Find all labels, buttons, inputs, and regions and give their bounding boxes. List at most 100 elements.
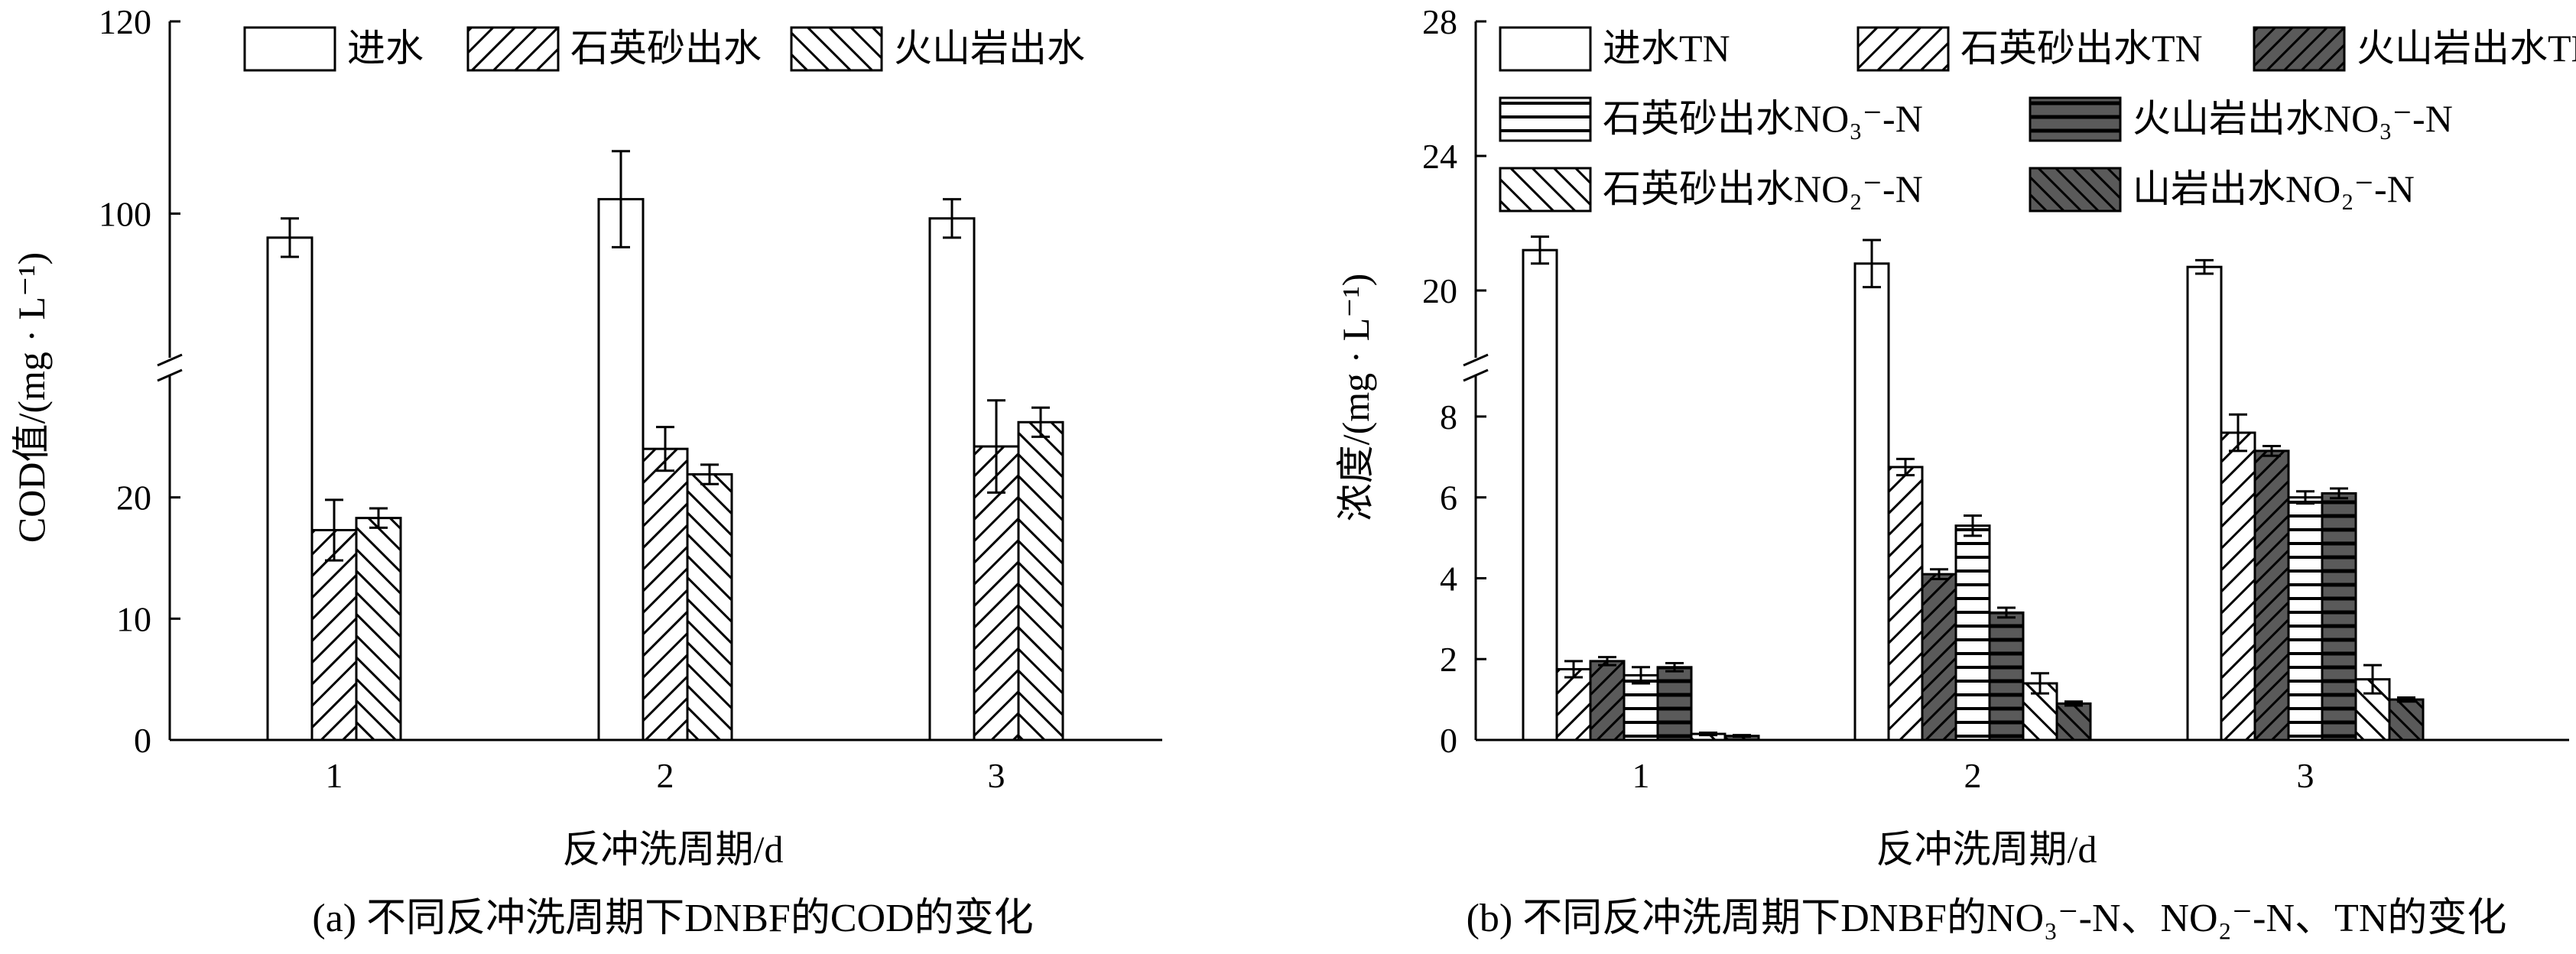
y-tick-label: 0 xyxy=(1440,721,1457,760)
panel-b-legend: 进水TN 石英砂出水TN 火山岩出水TN 石英砂出水NO₃⁻-N 火山岩出水NO₃⁻-N… xyxy=(1499,26,2576,213)
axis-break-mark xyxy=(157,353,183,367)
bar xyxy=(1921,573,1957,741)
error-bar xyxy=(1964,514,1982,537)
bar xyxy=(686,473,733,741)
panel-a-axes: 0 10 20 100 120 1 2 3 xyxy=(99,2,1162,795)
error-bar xyxy=(2064,700,2083,707)
legend-swatch xyxy=(1499,26,1592,72)
legend-item: 石英砂出水 xyxy=(466,26,762,72)
legend-item: 石英砂出水TN xyxy=(1856,26,2203,72)
error-bar xyxy=(1598,656,1616,667)
panel-a-legend: 进水 石英砂出水 火山岩出水 xyxy=(243,26,1085,72)
legend-label: 石英砂出水TN xyxy=(1960,27,2203,70)
legend-item: 山岩出水NO₂⁻-N xyxy=(2029,167,2415,213)
error-bar xyxy=(1733,734,1751,738)
error-bar xyxy=(2263,444,2281,457)
bar xyxy=(1017,420,1064,741)
y-tick-label: 100 xyxy=(99,194,151,233)
legend-item: 进水 xyxy=(243,26,424,72)
bar xyxy=(2220,431,2256,741)
x-tick-label: 2 xyxy=(1964,756,1982,795)
bar xyxy=(1589,660,1626,741)
bar xyxy=(1555,667,1592,741)
error-bar xyxy=(1564,660,1583,679)
error-bar xyxy=(2363,664,2382,695)
legend-label: 山岩出水NO₂⁻-N xyxy=(2133,167,2415,210)
panel-a-caption: (a) 不同反冲洗周期下DNBF的COD的变化 xyxy=(312,897,1033,940)
y-tick-label: 0 xyxy=(134,721,151,760)
legend-item: 火山岩出水 xyxy=(790,26,1085,72)
error-bar xyxy=(2296,490,2315,505)
x-tick-label: 1 xyxy=(1632,756,1650,795)
y-tick-label: 8 xyxy=(1440,398,1457,436)
bar xyxy=(2186,265,2223,741)
panel-b-ylabel: 浓度/(mg · L⁻¹) xyxy=(1334,274,1377,522)
legend-label: 石英砂出水 xyxy=(570,27,762,70)
error-bar xyxy=(2397,696,2415,703)
x-tick-label: 3 xyxy=(988,756,1005,795)
error-bar xyxy=(2229,413,2247,453)
legend-label: 火山岩出水NO₃⁻-N xyxy=(2133,97,2453,140)
x-tick-label: 1 xyxy=(326,756,343,795)
error-bar xyxy=(369,507,388,529)
error-bar xyxy=(2330,487,2348,500)
y-tick-label: 20 xyxy=(1422,271,1457,310)
error-bar xyxy=(1997,606,2016,619)
y-tick-label: 20 xyxy=(116,479,151,518)
bar xyxy=(310,529,358,741)
y-tick-label: 6 xyxy=(1440,479,1457,518)
panel-b-xlabel: 反冲洗周期/d xyxy=(1876,828,2097,871)
panel-a: 0 10 20 100 120 1 2 3 进水 石英砂出水 火山岩出水 反冲洗周期/d COD值… xyxy=(10,2,1162,940)
y-tick-label: 2 xyxy=(1440,640,1457,679)
bar xyxy=(928,217,976,741)
y-tick-label: 10 xyxy=(116,599,151,638)
error-bar xyxy=(281,217,299,258)
bar xyxy=(1623,673,1659,741)
legend-item: 石英砂出水NO₂⁻-N xyxy=(1499,167,1923,213)
axis-break-mark xyxy=(1463,368,1489,382)
error-bar xyxy=(700,463,719,485)
error-bar xyxy=(1863,238,1881,289)
bar xyxy=(2055,702,2092,741)
bar xyxy=(597,198,645,741)
bar xyxy=(2287,496,2324,741)
legend-label: 火山岩出水TN xyxy=(2357,27,2576,70)
panel-a-xlabel: 反冲洗周期/d xyxy=(563,828,784,871)
legend-label: 石英砂出水NO₃⁻-N xyxy=(1603,97,1923,140)
legend-swatch xyxy=(1856,26,1950,72)
x-tick-label: 3 xyxy=(2297,756,2315,795)
legend-item: 火山岩出水TN xyxy=(2253,26,2576,72)
bar xyxy=(266,236,313,741)
bar xyxy=(1954,524,1991,741)
error-bar xyxy=(656,426,674,472)
y-tick-label: 120 xyxy=(99,2,151,41)
error-bar xyxy=(1896,457,1915,477)
bar xyxy=(2321,492,2357,741)
error-bar xyxy=(1031,406,1050,438)
error-bar xyxy=(612,150,630,248)
axis-break-mark xyxy=(1463,353,1489,367)
legend-label: 石英砂出水NO₂⁻-N xyxy=(1603,167,1923,210)
error-bar xyxy=(1531,235,1549,265)
bar xyxy=(1656,666,1693,741)
legend-item: 进水TN xyxy=(1499,26,1730,72)
legend-label: 进水 xyxy=(347,27,424,70)
bar xyxy=(1887,466,1924,741)
error-bar xyxy=(2195,258,2214,275)
y-tick-label: 28 xyxy=(1422,2,1457,41)
y-tick-label: 24 xyxy=(1422,137,1457,176)
error-bar xyxy=(325,498,343,562)
bar xyxy=(355,517,402,741)
bar xyxy=(1522,248,1558,741)
axis-break-mark xyxy=(157,368,183,382)
error-bar xyxy=(987,399,1005,494)
panel-a-bars xyxy=(266,150,1064,741)
error-bar xyxy=(1699,731,1717,737)
legend-item: 火山岩出水NO₃⁻-N xyxy=(2029,96,2453,142)
bar xyxy=(642,447,689,741)
bar xyxy=(1853,262,1890,741)
y-tick-label: 4 xyxy=(1440,559,1457,598)
legend-swatch xyxy=(1499,167,1592,213)
